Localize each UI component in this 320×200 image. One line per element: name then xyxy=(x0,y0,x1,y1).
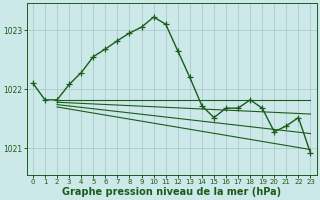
X-axis label: Graphe pression niveau de la mer (hPa): Graphe pression niveau de la mer (hPa) xyxy=(62,187,281,197)
